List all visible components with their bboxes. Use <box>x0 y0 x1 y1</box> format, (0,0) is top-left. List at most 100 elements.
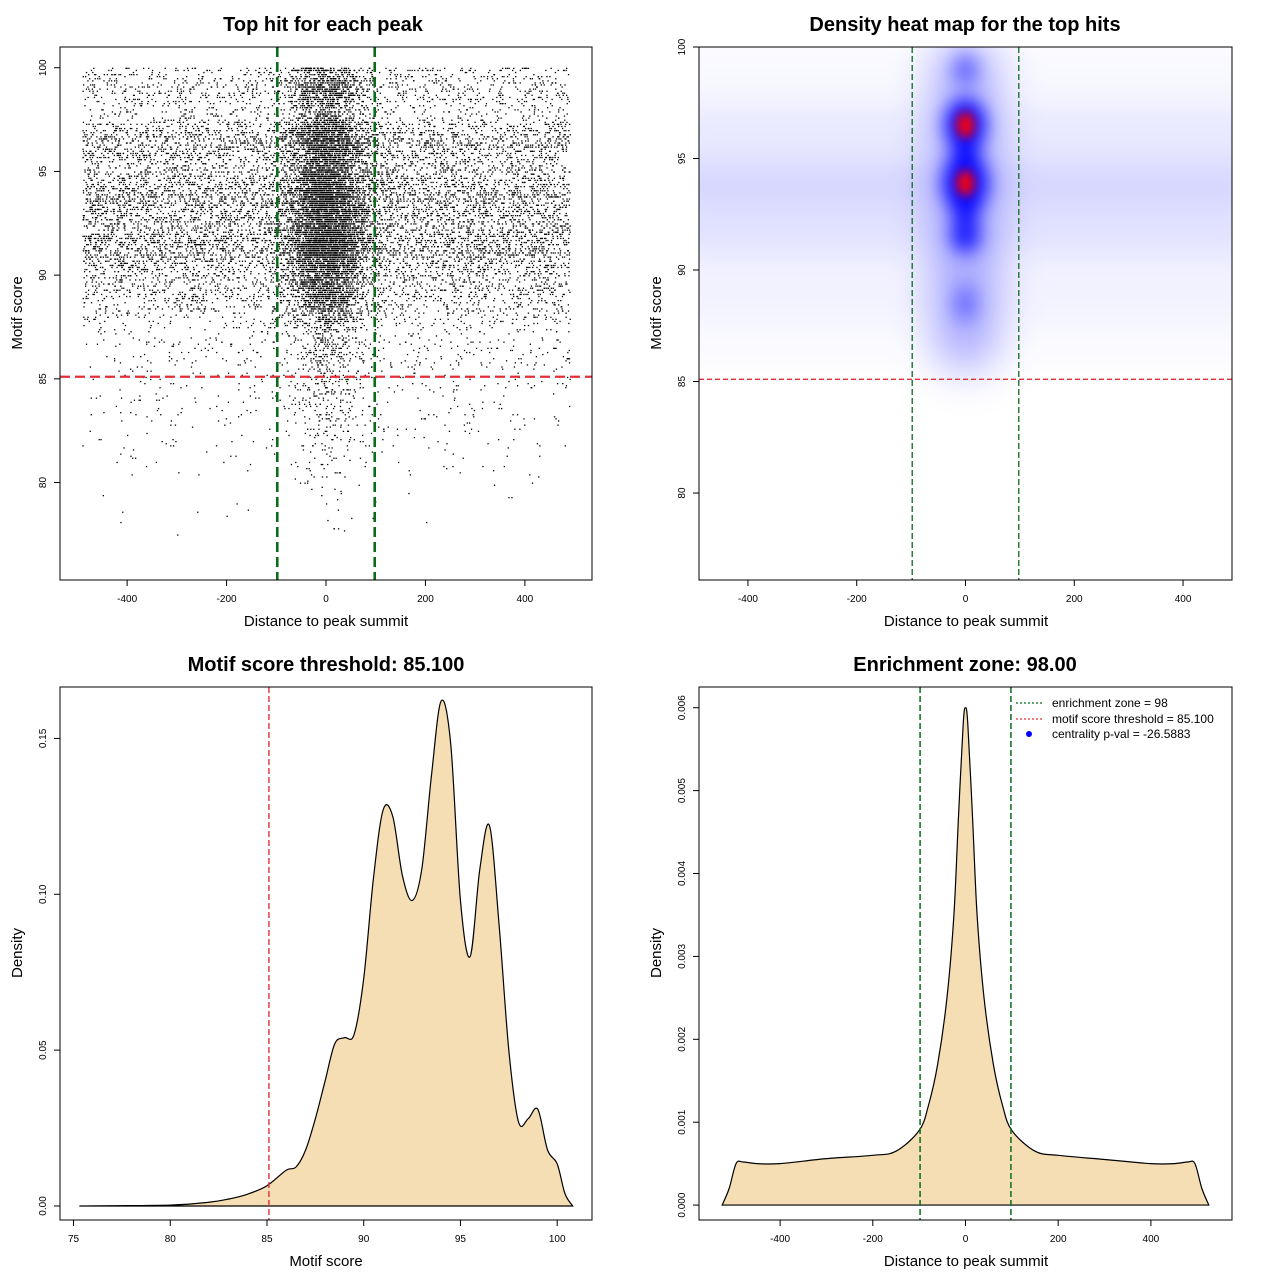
scatter-point <box>557 144 559 146</box>
scatter-point <box>334 405 336 408</box>
scatter-point <box>380 167 382 169</box>
scatter-point <box>357 188 360 190</box>
scatter-point <box>233 250 235 252</box>
scatter-point <box>434 277 436 279</box>
scatter-point <box>265 279 267 281</box>
scatter-point <box>152 200 154 202</box>
scatter-point <box>336 331 338 333</box>
scatter-point <box>446 163 448 165</box>
scatter-point <box>514 215 517 217</box>
scatter-point <box>218 171 220 173</box>
scatter-point <box>367 314 370 316</box>
scatter-point <box>396 275 398 277</box>
scatter-point <box>216 283 219 285</box>
scatter-point <box>211 217 213 219</box>
scatter-point <box>559 252 562 254</box>
scatter-point <box>199 80 202 82</box>
scatter-point <box>315 262 317 264</box>
scatter-point <box>99 146 101 148</box>
scatter-point <box>296 196 298 198</box>
scatter-point <box>491 125 493 128</box>
scatter-point <box>233 123 235 125</box>
scatter-point <box>321 183 323 186</box>
scatter-point <box>161 268 163 271</box>
scatter-point <box>444 196 447 198</box>
scatter-point <box>412 132 414 134</box>
scatter-point <box>529 150 532 152</box>
scatter-point <box>313 293 315 296</box>
scatter-point <box>433 362 436 364</box>
scatter-point <box>251 136 253 138</box>
scatter-point <box>517 109 519 111</box>
scatter-point <box>402 123 404 125</box>
scatter-point <box>158 241 160 244</box>
scatter-point <box>345 285 347 287</box>
scatter-point <box>229 146 231 148</box>
scatter-point <box>388 387 390 389</box>
scatter-point <box>278 152 280 155</box>
scatter-point <box>91 212 93 215</box>
scatter-point <box>354 289 356 291</box>
scatter-point <box>188 204 190 206</box>
scatter-point <box>524 316 526 318</box>
scatter-point <box>294 90 296 92</box>
scatter-point <box>350 183 352 186</box>
scatter-point <box>482 123 484 125</box>
scatter-point <box>196 183 199 186</box>
scatter-point <box>238 119 240 121</box>
scatter-point <box>294 372 297 374</box>
scatter-point <box>290 107 292 109</box>
scatter-point <box>204 190 206 192</box>
scatter-point <box>373 165 375 167</box>
scatter-point <box>219 175 221 177</box>
scatter-point <box>122 138 125 140</box>
scatter-point <box>301 98 303 101</box>
scatter-point <box>226 130 228 132</box>
scatter-point <box>100 237 102 240</box>
scatter-point <box>248 252 250 254</box>
scatter-point <box>206 169 209 171</box>
scatter-point <box>124 302 126 304</box>
scatter-point <box>317 333 319 335</box>
scatter-point <box>349 148 351 150</box>
scatter-point <box>525 67 527 69</box>
scatter-point <box>434 159 436 161</box>
scatter-point <box>303 275 305 277</box>
scatter-point <box>404 190 407 192</box>
scatter-point <box>557 217 560 219</box>
scatter-point <box>86 318 89 320</box>
scatter-point <box>206 152 208 155</box>
scatter-point <box>358 194 360 196</box>
scatter-point <box>122 130 124 132</box>
scatter-point <box>353 271 355 273</box>
scatter-point <box>451 136 453 138</box>
scatter-point <box>212 150 214 152</box>
scatter-point <box>465 281 467 283</box>
scatter-point <box>351 163 353 165</box>
scatter-point <box>330 451 332 453</box>
scatter-point <box>292 76 294 78</box>
scatter-point <box>207 273 210 275</box>
scatter-point <box>496 347 499 349</box>
scatter-point <box>506 192 508 194</box>
scatter-point <box>223 237 225 240</box>
scatter-point <box>362 179 365 181</box>
scatter-point <box>285 173 287 175</box>
scatter-point <box>267 130 269 132</box>
scatter-point <box>386 219 389 221</box>
scatter-point <box>362 362 365 364</box>
scatter-point <box>495 121 497 123</box>
scatter-point <box>344 121 346 123</box>
scatter-point <box>326 175 328 177</box>
scatter-point <box>254 111 256 113</box>
scatter-point <box>328 250 330 252</box>
scatter-point <box>164 163 166 165</box>
scatter-point <box>195 190 197 192</box>
scatter-point <box>442 169 445 171</box>
scatter-point <box>539 285 541 287</box>
scatter-point <box>280 71 283 74</box>
scatter-point <box>363 212 366 215</box>
scatter-point <box>167 175 169 177</box>
scatter-point <box>426 121 428 123</box>
scatter-point <box>284 358 286 360</box>
